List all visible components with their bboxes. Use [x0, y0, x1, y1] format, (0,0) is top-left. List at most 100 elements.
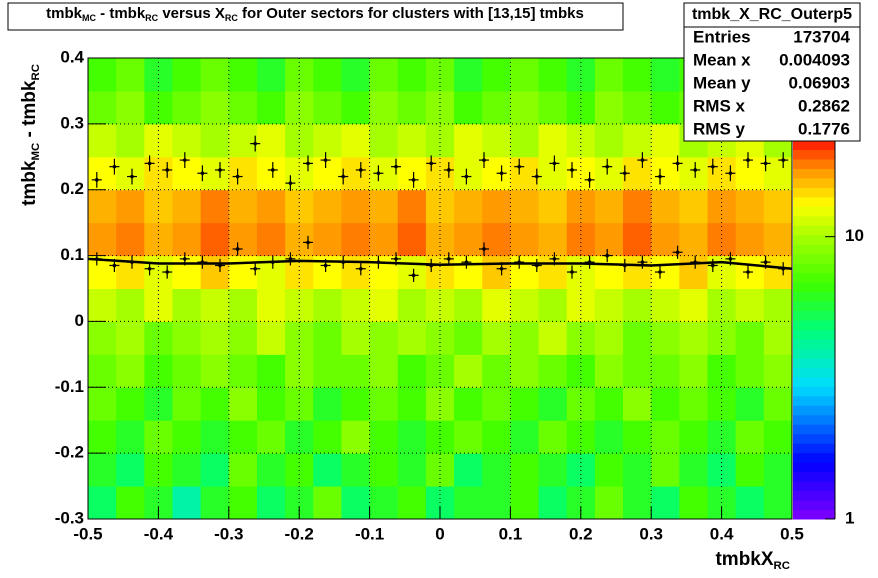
palette-band [793, 158, 835, 169]
heat-cell [594, 486, 624, 520]
heat-cell [679, 156, 709, 191]
heat-cell [341, 321, 371, 355]
palette-band [793, 215, 835, 226]
y-tick-label: -0.1 [55, 377, 84, 396]
palette-band [793, 301, 835, 312]
heat-cell [510, 420, 540, 454]
heat-cell [172, 58, 202, 92]
heat-cell [200, 288, 230, 322]
palette-band [793, 367, 835, 378]
palette-band [793, 433, 835, 444]
heat-cell [88, 354, 117, 388]
marker-dot [640, 158, 645, 162]
heat-cell [735, 156, 765, 191]
heat-cell [482, 486, 511, 520]
heat-cell [566, 288, 596, 322]
stats-value: 0.2862 [798, 96, 850, 115]
heat-cell [116, 453, 145, 487]
heat-cell [397, 453, 427, 487]
heat-cell [228, 222, 258, 257]
marker-dot [359, 168, 363, 172]
heat-cell [256, 486, 286, 520]
heat-cell [707, 222, 737, 257]
heat-cell [651, 420, 680, 454]
heat-cell [538, 288, 568, 322]
heat-cell [510, 255, 540, 289]
heat-cell [88, 420, 117, 454]
heat-cell [313, 354, 342, 388]
heat-cell [763, 156, 793, 191]
marker-dot [323, 263, 328, 268]
heat-cell [538, 354, 568, 388]
heat-cell [482, 387, 511, 421]
marker-dot [288, 181, 293, 185]
heat-cell [88, 156, 117, 191]
heat-cell [397, 321, 427, 355]
heat-cell [256, 321, 286, 355]
heat-cell [256, 189, 286, 224]
heat-cell [454, 123, 483, 158]
marker-dot [605, 164, 609, 169]
heat-cell [763, 189, 793, 224]
marker-dot [570, 168, 574, 172]
heat-cell [651, 453, 680, 487]
text-segment: versus X [158, 5, 225, 22]
x-tick-label: -0.4 [144, 524, 174, 543]
heat-cell [482, 288, 511, 322]
heat-cell [256, 354, 286, 388]
heat-cell [397, 354, 427, 388]
heat-cell [510, 90, 540, 125]
heat-cell [510, 189, 540, 224]
marker-dot [165, 168, 169, 172]
subscript: RC [774, 560, 790, 572]
marker-dot [763, 260, 768, 264]
heat-cell [144, 90, 173, 125]
heat-cell [510, 222, 540, 257]
palette-band [793, 310, 835, 321]
heat-cell [425, 255, 455, 289]
heat-cell [200, 354, 230, 388]
heat-cell [623, 255, 652, 289]
heat-cell [172, 255, 202, 289]
heat-cell [369, 288, 399, 322]
heat-cell [651, 58, 680, 92]
heat-cell [397, 222, 427, 257]
heat-cell [510, 354, 540, 388]
heat-cell [651, 156, 680, 191]
heat-cell [735, 486, 765, 520]
heat-cell [623, 387, 652, 421]
heat-cell [256, 58, 286, 92]
marker-dot [429, 161, 434, 166]
heat-cell [285, 387, 314, 421]
x-tick-label: 0.2 [569, 524, 593, 543]
subscript: RC [145, 13, 158, 23]
heat-cell [200, 420, 230, 454]
stats-label: Mean y [693, 73, 751, 92]
marker-dot [183, 158, 187, 162]
heat-cell [172, 156, 202, 191]
heat-cell [369, 90, 399, 125]
heat-cell [454, 321, 483, 355]
heat-cell [116, 222, 145, 257]
heat-cell [172, 387, 202, 421]
chart-title: tmbkMC - tmbkRC versus XRC for Outer sec… [46, 5, 584, 23]
stats-label: RMS x [693, 96, 746, 115]
heat-cell [454, 58, 483, 92]
palette-band [793, 140, 835, 150]
marker-dot [482, 247, 486, 251]
marker-dot [147, 161, 152, 166]
marker-dot [640, 260, 645, 264]
subscript: RC [225, 13, 238, 23]
heat-cell [482, 156, 511, 191]
heat-cell [735, 453, 765, 487]
marker-dot [218, 168, 222, 172]
palette-band [793, 414, 835, 425]
heat-cell [510, 58, 540, 92]
marker-dot [376, 171, 381, 176]
heat-cell [735, 321, 765, 355]
heat-cell [200, 387, 230, 421]
marker-dot [728, 171, 733, 176]
heat-cell [369, 222, 399, 257]
heat-cell [538, 255, 568, 289]
